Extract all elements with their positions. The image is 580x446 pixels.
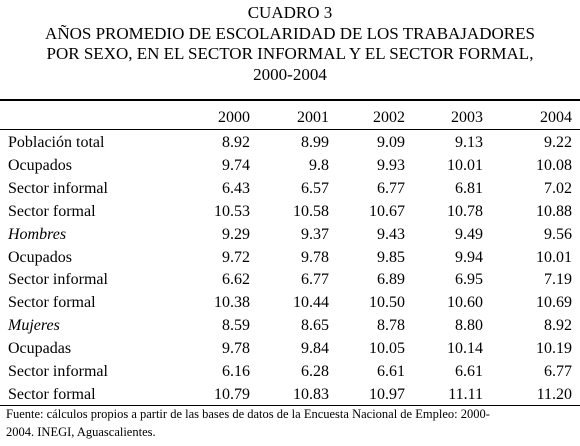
row-label: Hombres (8, 225, 67, 243)
cell-value: 6.61 (377, 363, 405, 380)
cell-value: 10.53 (214, 202, 250, 220)
cell-value: 6.57 (301, 179, 329, 197)
cell-value: 8.80 (455, 317, 483, 335)
row-label: Ocupados (8, 156, 72, 174)
cell-value: 6.16 (222, 363, 250, 380)
cell-value: 10.38 (214, 294, 250, 312)
cell-value: 10.79 (214, 385, 250, 403)
column-header: 2000 (218, 109, 250, 126)
cell-value: 8.65 (301, 317, 329, 335)
cell-value: 8.92 (222, 134, 250, 151)
cell-value: 7.02 (544, 179, 572, 197)
cell-value: 9.78 (301, 248, 329, 266)
cell-value: 6.89 (377, 271, 405, 289)
cell-value: 8.99 (301, 134, 329, 151)
title-line: AÑOS PROMEDIO DE ESCOLARIDAD DE LOS TRAB… (45, 23, 535, 43)
column-header: 2001 (297, 109, 329, 126)
cell-value: 8.78 (377, 317, 405, 335)
cell-value: 9.37 (301, 225, 329, 243)
row-label: Sector informal (8, 363, 108, 380)
cell-value: 9.93 (377, 156, 405, 174)
row-label: Sector formal (8, 294, 96, 312)
title-line: CUADRO 3 (247, 3, 333, 22)
cell-value: 6.77 (544, 363, 572, 380)
cell-value: 9.84 (301, 340, 329, 358)
cell-value: 10.19 (536, 340, 572, 358)
cell-value: 6.62 (222, 271, 250, 289)
cell-value: 9.13 (455, 134, 483, 151)
row-label: Mujeres (8, 317, 60, 335)
row-label: Sector informal (8, 271, 108, 289)
cell-value: 10.50 (369, 294, 405, 312)
cell-value: 10.97 (369, 385, 405, 403)
row-label: Sector informal (8, 179, 108, 197)
cell-value: 9.56 (544, 225, 572, 243)
source-note: 2004. INEGI, Aguascalientes. (6, 425, 156, 439)
cell-value: 6.28 (301, 363, 329, 380)
header-rule (0, 129, 580, 130)
cell-value: 9.94 (455, 248, 483, 266)
cell-value: 10.69 (536, 294, 572, 312)
cell-value: 9.72 (222, 248, 250, 266)
cell-value: 6.77 (301, 271, 329, 289)
row-label: Ocupados (8, 248, 72, 266)
cell-value: 10.78 (447, 202, 483, 220)
cell-value: 9.8 (309, 156, 329, 174)
cell-value: 6.95 (455, 271, 483, 289)
cell-value: 9.09 (377, 134, 405, 151)
cell-value: 10.60 (447, 294, 483, 312)
cell-value: 9.29 (222, 225, 250, 243)
cell-value: 11.20 (536, 385, 572, 403)
cell-value: 10.67 (369, 202, 405, 220)
cell-value: 10.14 (447, 340, 483, 358)
cell-value: 6.43 (222, 179, 250, 197)
cell-value: 7.19 (544, 271, 572, 289)
cell-value: 9.49 (455, 225, 483, 243)
cell-value: 9.78 (222, 340, 250, 358)
column-header: 2003 (451, 109, 483, 126)
cell-value: 10.44 (293, 294, 329, 312)
column-header: 2004 (540, 109, 572, 126)
cell-value: 6.77 (377, 179, 405, 197)
row-label: Ocupadas (8, 340, 72, 358)
cell-value: 8.59 (222, 317, 250, 335)
row-label: Sector formal (8, 202, 96, 220)
title-line: POR SEXO, EN EL SECTOR INFORMAL Y EL SEC… (46, 44, 534, 63)
cell-value: 10.01 (536, 248, 572, 266)
source-note: Fuente: cálculos propios a partir de las… (6, 407, 490, 421)
cell-value: 11.11 (448, 385, 483, 403)
bottom-rule (0, 405, 580, 406)
column-header: 2002 (373, 109, 405, 126)
cell-value: 9.85 (377, 248, 405, 266)
cell-value: 9.74 (222, 156, 250, 174)
cell-value: 10.83 (293, 385, 329, 403)
cell-value: 6.81 (455, 179, 483, 197)
row-label: Población total (8, 134, 105, 151)
cell-value: 10.05 (369, 340, 405, 358)
cell-value: 6.61 (455, 363, 483, 380)
cell-value: 10.88 (536, 202, 572, 220)
cell-value: 8.92 (544, 317, 572, 335)
title-line: 2000-2004 (253, 64, 327, 84)
cell-value: 9.22 (544, 134, 572, 151)
cell-value: 10.08 (536, 156, 572, 174)
cell-value: 10.01 (447, 156, 483, 174)
cell-value: 10.58 (293, 202, 329, 220)
top-rule (0, 99, 580, 101)
row-label: Sector formal (8, 385, 96, 403)
cell-value: 9.43 (377, 225, 405, 243)
